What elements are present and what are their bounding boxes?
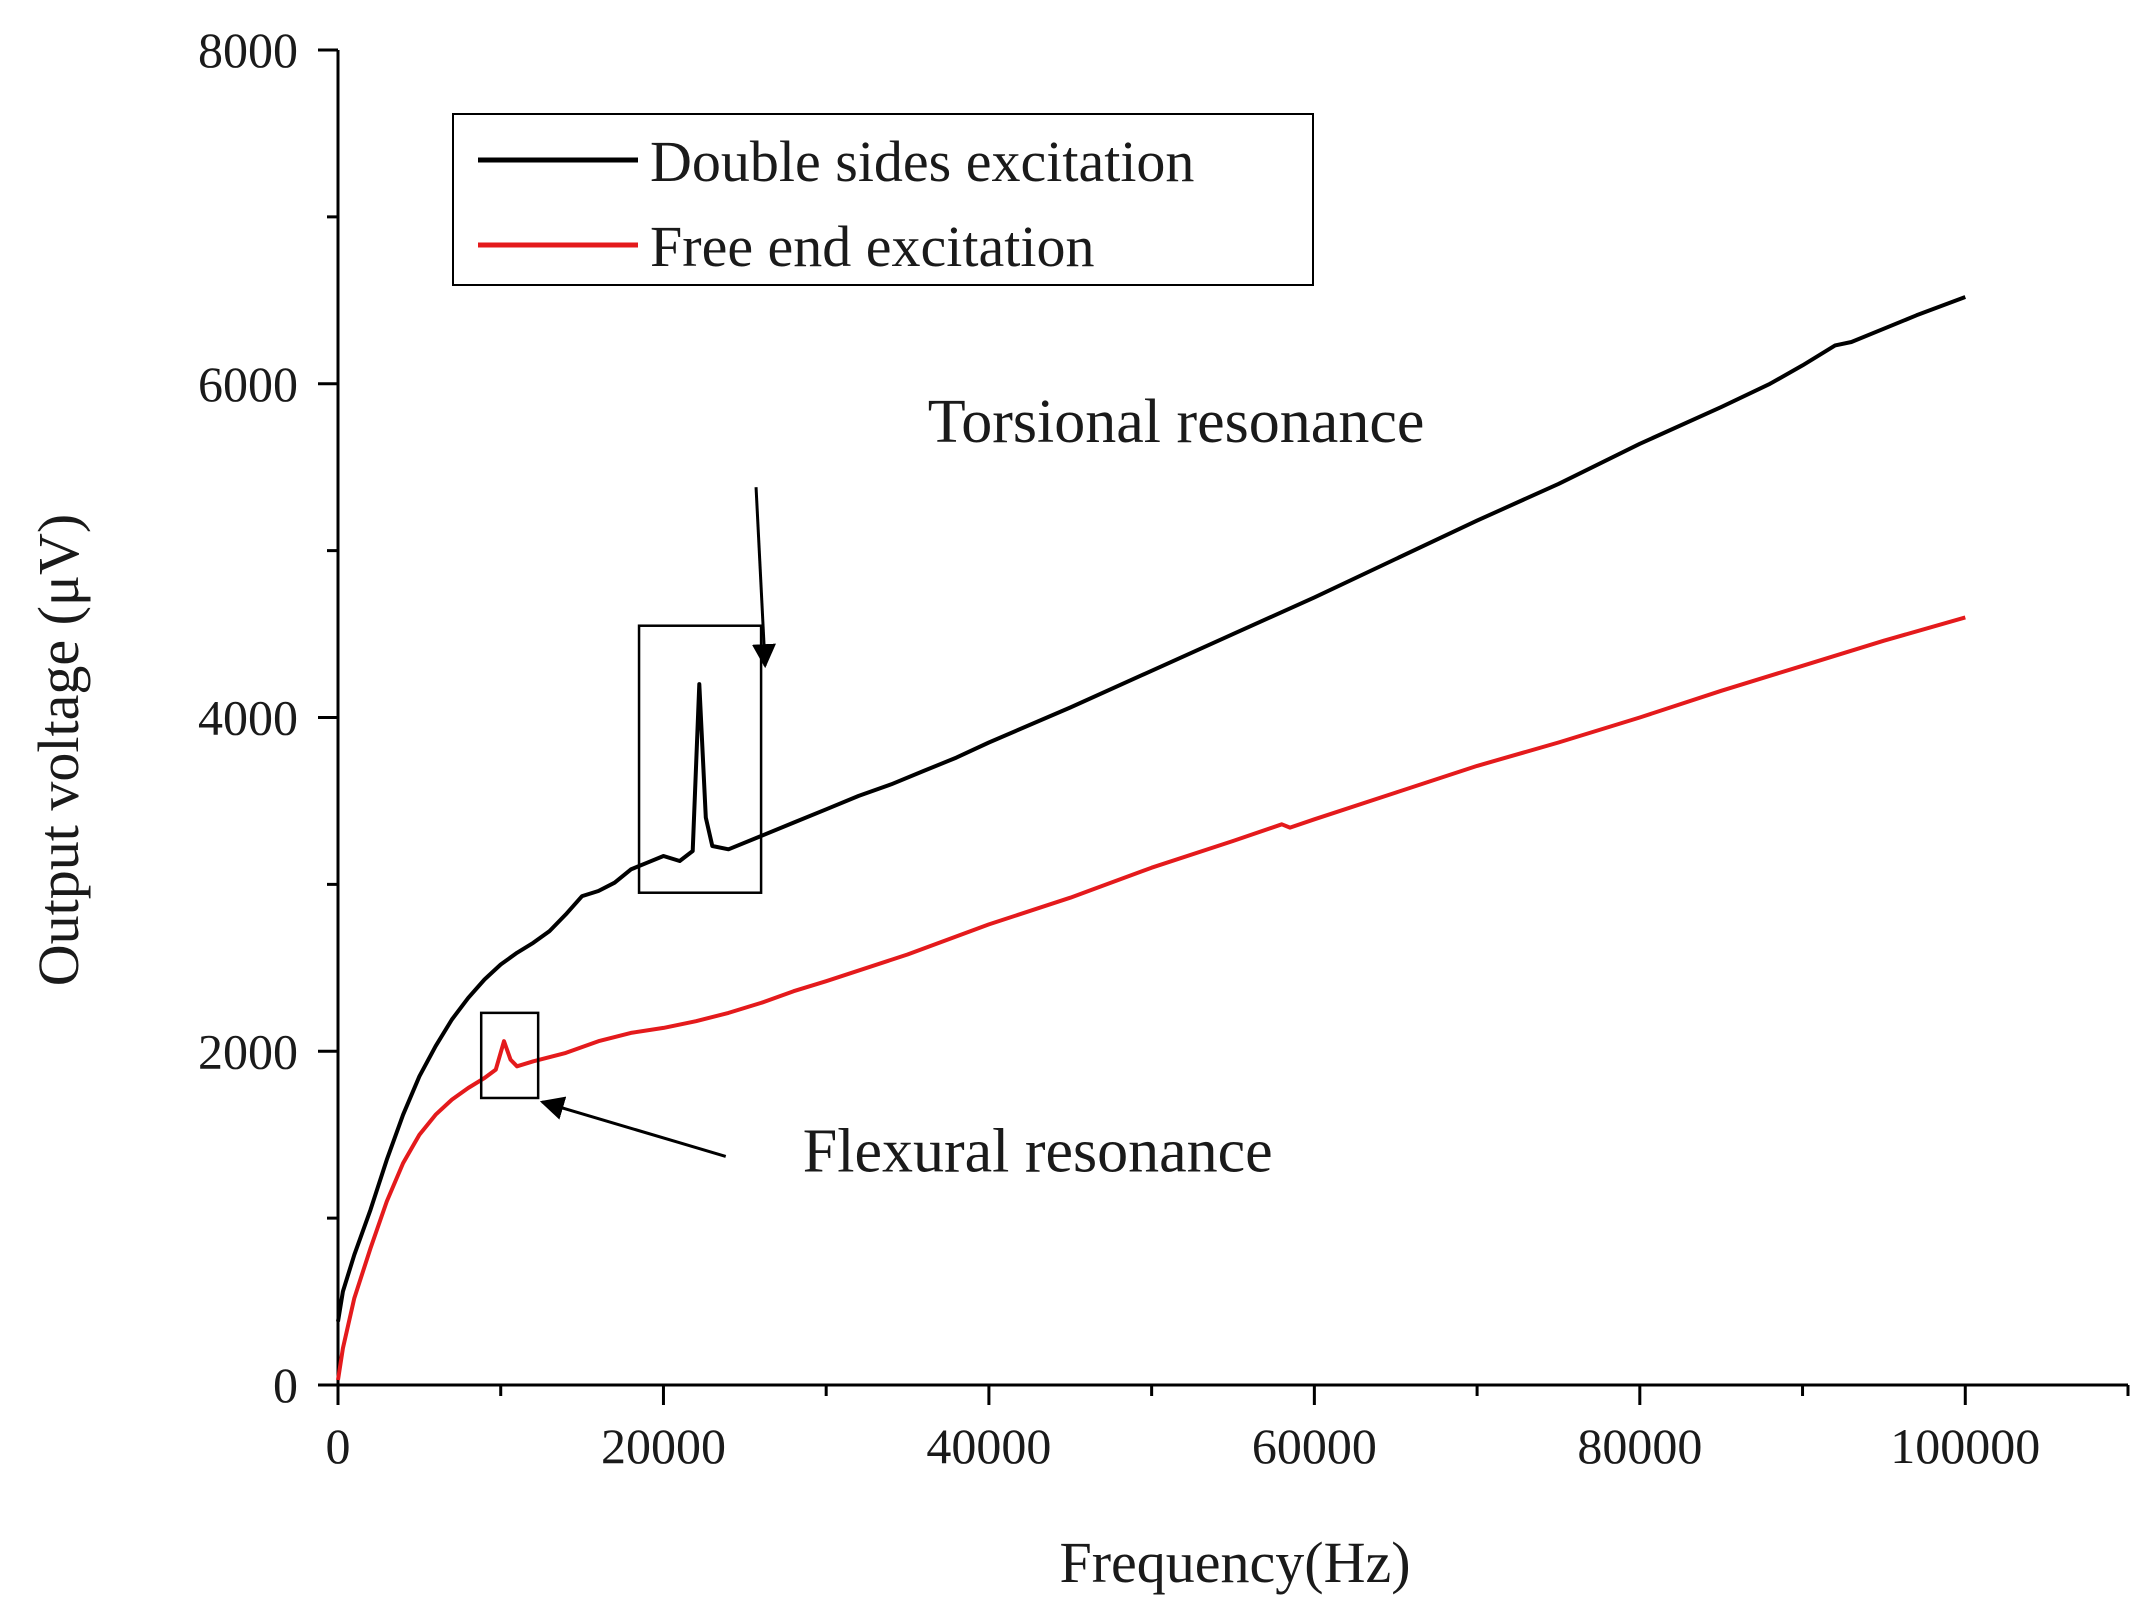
legend-label-free-end: Free end excitation: [650, 214, 1095, 279]
x-tick-label: 60000: [1252, 1418, 1377, 1474]
legend-box: [452, 113, 1314, 286]
torsional-resonance-label: Torsional resonance: [928, 388, 1425, 456]
y-tick-label: 8000: [198, 22, 298, 78]
x-tick-label: 40000: [926, 1418, 1051, 1474]
torsional-resonance-box: [637, 624, 763, 894]
series-line-free-end: [336, 615, 1966, 1381]
series-layer: [336, 295, 1967, 1381]
y-tick-label: 0: [273, 1357, 298, 1413]
x-tick-label: 0: [326, 1418, 351, 1474]
x-tick-label: 80000: [1577, 1418, 1702, 1474]
series-line-double-sides: [336, 295, 1967, 1322]
x-tick-label: 20000: [601, 1418, 726, 1474]
y-tick-label: 6000: [198, 356, 298, 412]
flexural-resonance-arrow: [539, 1096, 727, 1158]
legend-label-double-sides: Double sides excitation: [650, 129, 1194, 194]
y-tick-label: 2000: [198, 1023, 298, 1079]
flexural-resonance-label: Flexural resonance: [803, 1117, 1273, 1185]
annotation-layer: Torsional resonance Flexural resonance: [479, 388, 1425, 1185]
x-axis-label: Frequency(Hz): [1059, 1530, 1410, 1595]
legend: Double sides excitation Free end excitat…: [452, 113, 1314, 286]
torsional-resonance-arrow: [752, 487, 776, 669]
flexural-resonance-box: [479, 1011, 540, 1100]
y-axis-ticks: 0 2000 4000 6000 8000: [198, 22, 338, 1413]
x-tick-label: 100000: [1890, 1418, 2040, 1474]
y-tick-label: 4000: [198, 690, 298, 746]
y-axis-label: Output voltage (μV): [26, 514, 91, 986]
x-axis-ticks: 0 20000 40000 60000 80000 100000: [326, 1385, 2130, 1474]
